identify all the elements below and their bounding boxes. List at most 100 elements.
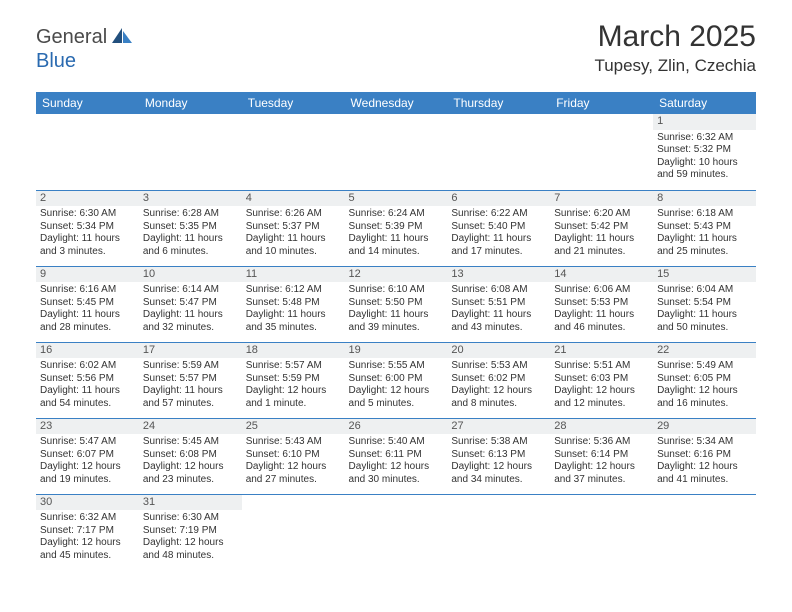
day-number: 6 [447,191,550,207]
day-number: 23 [36,419,139,435]
weekday-header: Saturday [653,92,756,114]
day-number: 8 [653,191,756,207]
weekday-header: Tuesday [242,92,345,114]
day-number: 27 [447,419,550,435]
day-cell: 30Sunrise: 6:32 AMSunset: 7:17 PMDayligh… [36,494,139,570]
sunrise-text: Sunrise: 5:36 AM [554,436,649,449]
daylight-text: Daylight: 12 hours and 34 minutes. [451,461,546,486]
sunset-text: Sunset: 5:34 PM [40,221,135,234]
daylight-text: Daylight: 11 hours and 32 minutes. [143,309,238,334]
sunset-text: Sunset: 7:17 PM [40,525,135,538]
day-cell [653,494,756,570]
day-cell: 19Sunrise: 5:55 AMSunset: 6:00 PMDayligh… [345,342,448,418]
sunrise-text: Sunrise: 5:57 AM [246,360,341,373]
week-row: 23Sunrise: 5:47 AMSunset: 6:07 PM Dayligh… [36,418,756,494]
sunset-text: Sunset: 5:39 PM [349,221,444,234]
sunrise-text: Sunrise: 5:53 AM [451,360,546,373]
header: General March 2025 Tupesy, Zlin, Czechia [0,0,792,86]
day-cell: 26Sunrise: 5:40 AMSunset: 6:11 PMDayligh… [345,418,448,494]
day-number: 30 [36,495,139,511]
daylight-text: Daylight: 11 hours and 57 minutes. [143,385,238,410]
sunrise-text: Sunrise: 5:43 AM [246,436,341,449]
day-number: 24 [139,419,242,435]
sunrise-text: Sunrise: 6:18 AM [657,208,752,221]
day-cell: 27Sunrise: 5:38 AMSunset: 6:13 PMDayligh… [447,418,550,494]
daylight-text: Daylight: 11 hours and 43 minutes. [451,309,546,334]
sunset-text: Sunset: 6:14 PM [554,449,649,462]
day-number: 7 [550,191,653,207]
sunrise-text: Sunrise: 5:40 AM [349,436,444,449]
sunset-text: Sunset: 5:56 PM [40,373,135,386]
daylight-text: Daylight: 12 hours and 8 minutes. [451,385,546,410]
sunrise-text: Sunrise: 6:02 AM [40,360,135,373]
daylight-text: Daylight: 11 hours and 46 minutes. [554,309,649,334]
daylight-text: Daylight: 11 hours and 6 minutes. [143,233,238,258]
weekday-header: Thursday [447,92,550,114]
calendar-table: SundayMondayTuesdayWednesdayThursdayFrid… [36,92,756,570]
day-cell: 9Sunrise: 6:16 AMSunset: 5:45 PMDaylight… [36,266,139,342]
daylight-text: Daylight: 11 hours and 14 minutes. [349,233,444,258]
sunset-text: Sunset: 6:13 PM [451,449,546,462]
title-block: March 2025 Tupesy, Zlin, Czechia [594,20,756,76]
day-cell: 29Sunrise: 5:34 AMSunset: 6:16 PMDayligh… [653,418,756,494]
sunset-text: Sunset: 5:43 PM [657,221,752,234]
sunrise-text: Sunrise: 6:06 AM [554,284,649,297]
day-number: 19 [345,343,448,359]
week-row: 16Sunrise: 6:02 AMSunset: 5:56 PMDayligh… [36,342,756,418]
day-number: 11 [242,267,345,283]
sunrise-text: Sunrise: 6:30 AM [40,208,135,221]
sunset-text: Sunset: 6:08 PM [143,449,238,462]
day-cell: 12Sunrise: 6:10 AMSunset: 5:50 PMDayligh… [345,266,448,342]
sunrise-text: Sunrise: 5:47 AM [40,436,135,449]
sunrise-text: Sunrise: 6:28 AM [143,208,238,221]
sunrise-text: Sunrise: 6:22 AM [451,208,546,221]
day-cell: 28Sunrise: 5:36 AMSunset: 6:14 PMDayligh… [550,418,653,494]
daylight-text: Daylight: 11 hours and 39 minutes. [349,309,444,334]
day-number: 14 [550,267,653,283]
day-cell: 2Sunrise: 6:30 AMSunset: 5:34 PMDaylight… [36,190,139,266]
day-number: 26 [345,419,448,435]
day-cell: 4Sunrise: 6:26 AMSunset: 5:37 PMDaylight… [242,190,345,266]
day-number: 2 [36,191,139,207]
day-cell: 3Sunrise: 6:28 AMSunset: 5:35 PMDaylight… [139,190,242,266]
month-title: March 2025 [594,20,756,54]
sunset-text: Sunset: 5:45 PM [40,297,135,310]
day-cell: 20Sunrise: 5:53 AMSunset: 6:02 PMDayligh… [447,342,550,418]
daylight-text: Daylight: 11 hours and 54 minutes. [40,385,135,410]
location: Tupesy, Zlin, Czechia [594,56,756,76]
sunrise-text: Sunrise: 6:30 AM [143,512,238,525]
day-cell [550,494,653,570]
sunrise-text: Sunrise: 6:16 AM [40,284,135,297]
day-number: 13 [447,267,550,283]
sunset-text: Sunset: 5:54 PM [657,297,752,310]
daylight-text: Daylight: 11 hours and 10 minutes. [246,233,341,258]
daylight-text: Daylight: 12 hours and 23 minutes. [143,461,238,486]
sunset-text: Sunset: 6:07 PM [40,449,135,462]
day-number: 16 [36,343,139,359]
day-cell: 15Sunrise: 6:04 AMSunset: 5:54 PMDayligh… [653,266,756,342]
sunset-text: Sunset: 5:57 PM [143,373,238,386]
sunrise-text: Sunrise: 6:12 AM [246,284,341,297]
sunset-text: Sunset: 5:50 PM [349,297,444,310]
sunrise-text: Sunrise: 6:08 AM [451,284,546,297]
sunset-text: Sunset: 5:35 PM [143,221,238,234]
day-number: 9 [36,267,139,283]
daylight-text: Daylight: 12 hours and 48 minutes. [143,537,238,562]
logo-text-blue: Blue [36,50,76,72]
day-cell: 14Sunrise: 6:06 AMSunset: 5:53 PMDayligh… [550,266,653,342]
weekday-header: Wednesday [345,92,448,114]
calendar-body: 1Sunrise: 6:32 AMSunset: 5:32 PMDaylight… [36,114,756,570]
day-cell [242,114,345,190]
sunrise-text: Sunrise: 5:59 AM [143,360,238,373]
sunset-text: Sunset: 6:00 PM [349,373,444,386]
sunrise-text: Sunrise: 6:26 AM [246,208,341,221]
day-cell: 1Sunrise: 6:32 AMSunset: 5:32 PMDaylight… [653,114,756,190]
day-number: 28 [550,419,653,435]
daylight-text: Daylight: 11 hours and 50 minutes. [657,309,752,334]
logo-sail-icon [111,27,133,50]
daylight-text: Daylight: 12 hours and 30 minutes. [349,461,444,486]
day-cell: 8Sunrise: 6:18 AMSunset: 5:43 PMDaylight… [653,190,756,266]
sunrise-text: Sunrise: 6:14 AM [143,284,238,297]
sunrise-text: Sunrise: 5:49 AM [657,360,752,373]
day-cell [139,114,242,190]
